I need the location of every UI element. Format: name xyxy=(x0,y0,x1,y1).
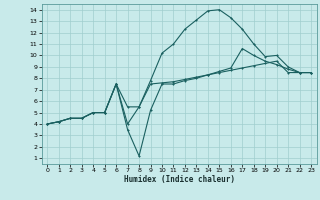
X-axis label: Humidex (Indice chaleur): Humidex (Indice chaleur) xyxy=(124,175,235,184)
